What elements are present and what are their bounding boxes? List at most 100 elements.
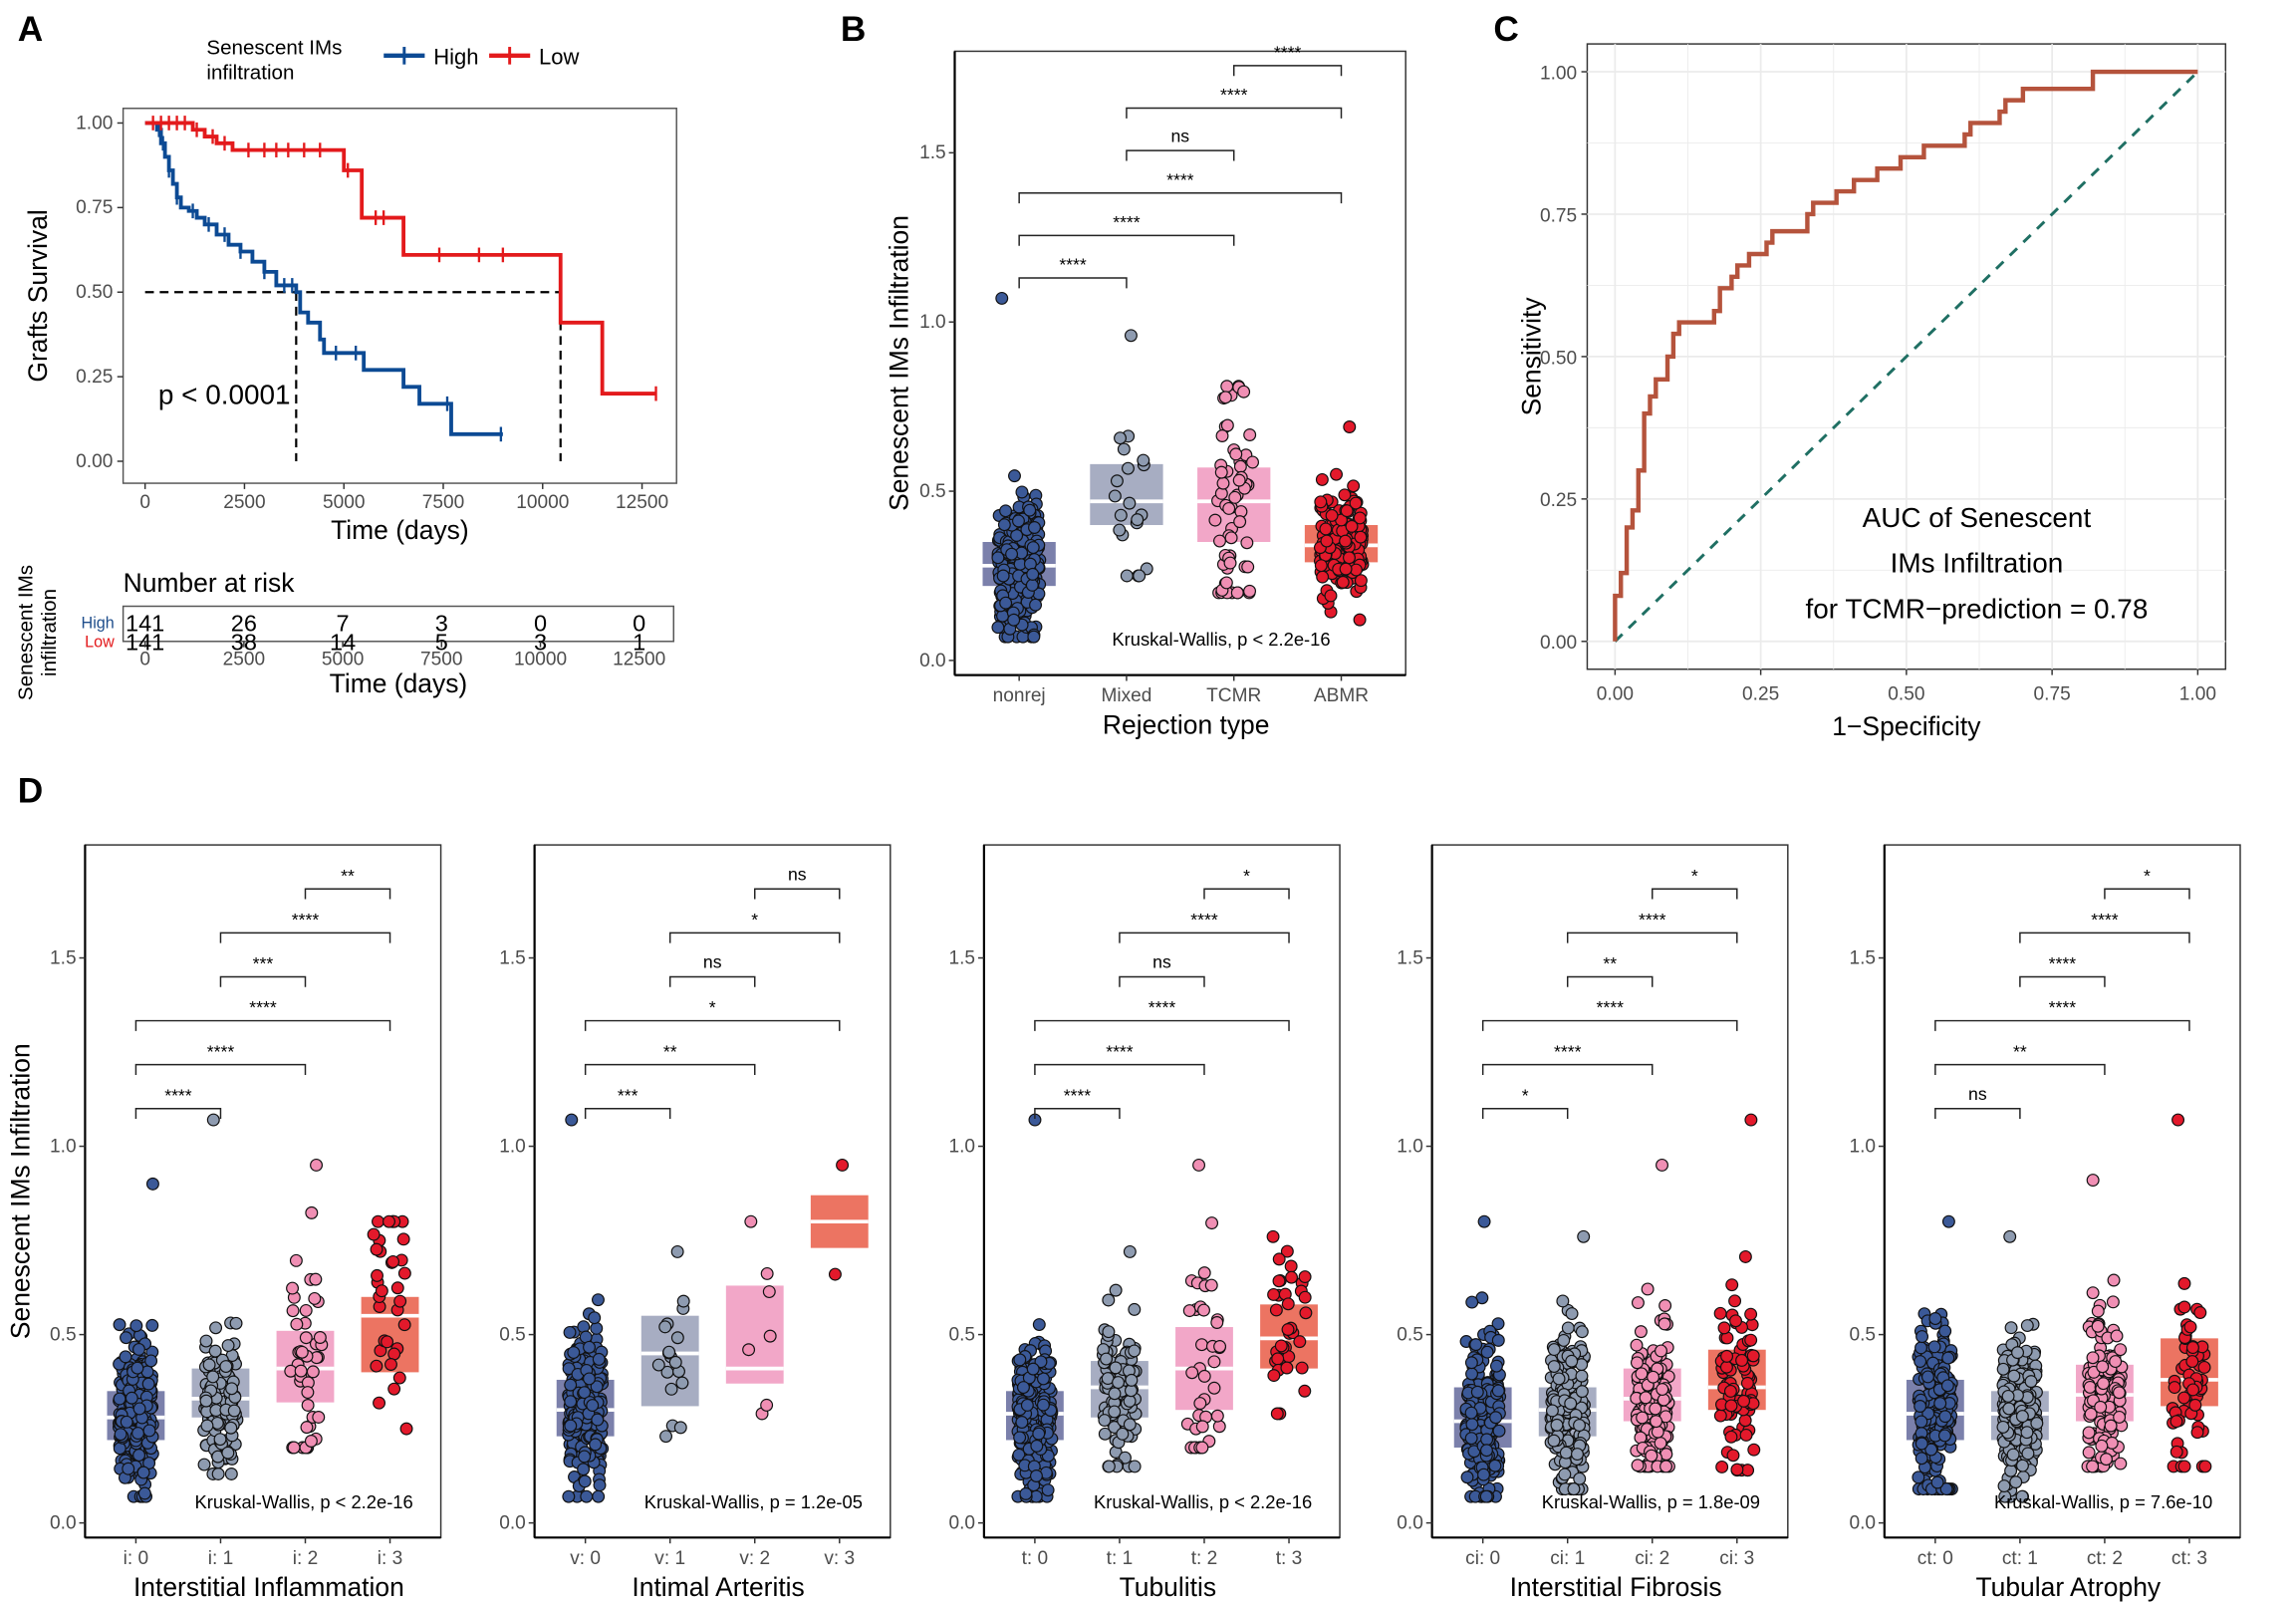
significance-label: ****: [1113, 212, 1141, 232]
x-tick-label: 0: [139, 649, 150, 669]
data-point: [1491, 1384, 1505, 1398]
data-point: [1036, 1398, 1050, 1412]
data-point: [1108, 1421, 1122, 1434]
y-tick-label: 1.5: [949, 947, 976, 968]
data-point: [130, 1361, 144, 1375]
y-tick-label: 0.75: [76, 197, 113, 218]
data-point: [200, 1419, 214, 1433]
kruskal-wallis-annotation: Kruskal-Wallis, p = 1.8e-09: [1542, 1491, 1760, 1512]
data-point: [119, 1350, 132, 1364]
data-point: [762, 1285, 776, 1299]
y-tick-label: 1.0: [1397, 1136, 1423, 1157]
data-point: [2177, 1276, 2191, 1290]
legend-title: infiltration: [206, 61, 294, 84]
x-tick-label: 7500: [420, 649, 462, 669]
data-point: [760, 1398, 774, 1412]
data-point: [308, 1291, 322, 1305]
data-point: [386, 1254, 400, 1268]
data-point: [1480, 1433, 1494, 1447]
data-point: [1913, 1355, 1927, 1368]
data-point: [673, 1421, 687, 1435]
data-point: [301, 1386, 315, 1400]
data-point: [2106, 1295, 2120, 1309]
data-point: [1340, 504, 1354, 518]
data-point: [1123, 496, 1137, 510]
data-point: [1480, 1345, 1494, 1359]
data-point: [1098, 1414, 1112, 1428]
data-point: [564, 1395, 578, 1409]
significance-label: ****: [1220, 85, 1248, 105]
data-point: [1246, 455, 1260, 469]
data-point: [2097, 1377, 2111, 1391]
data-point: [1914, 1341, 1927, 1355]
x-tick-label: 10000: [514, 649, 567, 669]
data-point: [1123, 1394, 1137, 1408]
data-point: [1938, 1410, 1952, 1424]
data-point: [675, 1376, 689, 1390]
data-point: [1267, 1287, 1281, 1301]
data-point: [1284, 1259, 1298, 1273]
data-point: [1314, 495, 1328, 509]
significance-bracket: [1481, 1108, 1569, 1120]
plot-frame: [122, 108, 677, 484]
x-tick-label: t: 1: [1107, 1548, 1134, 1569]
data-point: [202, 1358, 216, 1372]
kruskal-wallis-annotation: Kruskal-Wallis, p < 2.2e-16: [1112, 629, 1330, 650]
data-point: [1914, 1437, 1928, 1451]
data-point: [564, 1419, 578, 1433]
data-point: [393, 1294, 407, 1308]
data-point: [1324, 589, 1338, 603]
data-point: [1724, 1399, 1738, 1413]
x-tick-label: 5000: [322, 649, 364, 669]
significance-label: ****: [1639, 910, 1666, 930]
x-axis-title: Time (days): [331, 515, 469, 545]
data-point: [836, 1158, 850, 1172]
significance-label: **: [1603, 953, 1617, 973]
banff-subplot-3: 0.00.51.01.5t: 0 t: 1 t: 2 t: 3************…: [949, 844, 1341, 1602]
data-point: [371, 1268, 384, 1282]
y-tick-label: 1.5: [1397, 947, 1423, 968]
data-point: [304, 1435, 318, 1448]
data-point: [1224, 531, 1238, 545]
data-point: [1011, 514, 1025, 528]
data-point: [1219, 576, 1233, 590]
data-point: [2030, 1417, 2044, 1431]
significance-bracket: [134, 1019, 391, 1031]
x-tick-label: t: 2: [1191, 1548, 1218, 1569]
data-point: [1489, 1411, 1503, 1425]
data-point: [1222, 501, 1236, 515]
data-point: [1349, 496, 1363, 510]
significance-label: *: [751, 910, 758, 930]
data-point: [1280, 1361, 1294, 1375]
x-axis-title: Interstitial Fibrosis: [1510, 1572, 1722, 1602]
data-point: [2114, 1457, 2128, 1470]
y-tick-label: 0.50: [76, 282, 113, 303]
banff-subplot-2: 0.00.51.01.5v: 0 v: 1 v: 2 v: 3******ns*nsK…: [499, 844, 892, 1602]
data-point: [390, 1281, 404, 1295]
data-point: [1491, 1317, 1505, 1331]
data-point: [208, 1344, 222, 1358]
risk-count: 26: [231, 610, 257, 636]
data-point: [1575, 1385, 1589, 1399]
y-tick-label: 1.00: [1540, 63, 1577, 84]
data-point: [1571, 1448, 1584, 1462]
roc-plot: 0.00 0.25 0.50 0.75 1.00 0.00 0.25 0.50 0.75 1.00…: [1516, 43, 2227, 741]
data-point: [828, 1267, 842, 1281]
data-point: [1715, 1460, 1729, 1473]
data-point: [2177, 1300, 2191, 1314]
data-point: [1713, 1409, 1727, 1423]
data-point: [299, 1331, 313, 1345]
significance-label: ****: [164, 1085, 192, 1105]
data-point: [1719, 1360, 1733, 1374]
data-point: [1131, 513, 1145, 527]
significance-label: ns: [1171, 126, 1190, 145]
data-point: [144, 1354, 158, 1368]
data-point: [2186, 1383, 2200, 1397]
data-point: [2168, 1381, 2181, 1395]
data-point: [1008, 469, 1021, 483]
significance-label: ****: [249, 997, 277, 1017]
data-point: [999, 504, 1013, 518]
data-point: [383, 1214, 395, 1228]
data-point: [313, 1331, 327, 1344]
data-point: [1470, 1385, 1484, 1399]
